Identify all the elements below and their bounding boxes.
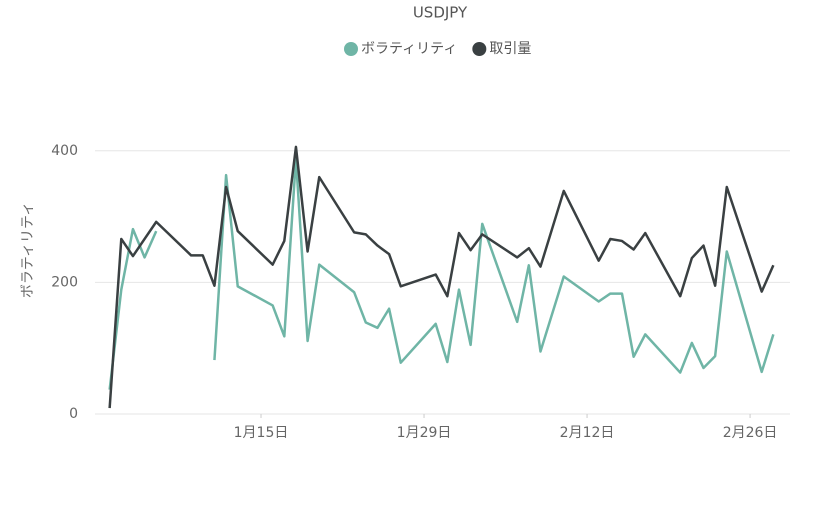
legend-label: 取引量 — [489, 41, 531, 57]
x-tick-label: 1月15日 — [234, 425, 289, 441]
x-tick-label: 2月26日 — [723, 425, 778, 441]
legend: ボラティリティ 取引量 — [344, 41, 531, 57]
y-tick-label: 0 — [69, 406, 78, 422]
legend-swatch — [344, 42, 358, 56]
chart-title: USDJPY — [413, 4, 468, 22]
y-axis-label: ボラティリティ — [20, 202, 36, 298]
x-tick-label: 1月29日 — [397, 425, 452, 441]
series-line — [108, 157, 775, 390]
y-tick-label: 400 — [51, 143, 78, 159]
legend-swatch — [472, 42, 487, 56]
y-tick-label: 200 — [51, 274, 78, 290]
legend-label: ボラティリティ — [361, 41, 457, 57]
series-line — [108, 145, 775, 409]
x-tick-label: 2月12日 — [560, 425, 615, 441]
